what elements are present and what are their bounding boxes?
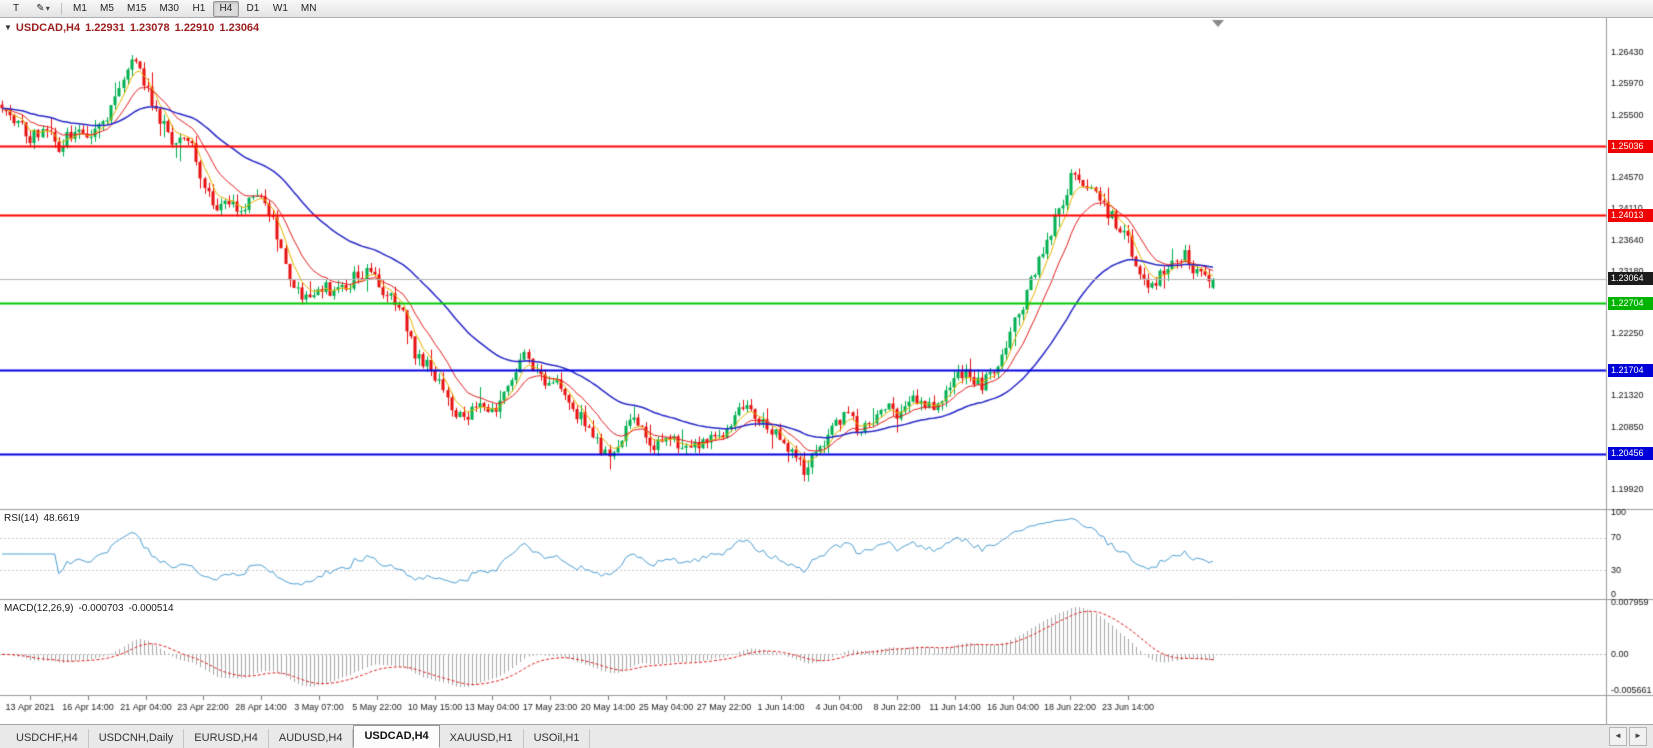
chart-tab-eurusd[interactable]: EURUSD,H4	[184, 729, 269, 748]
chart-area: ▼ USDCAD,H4 1.22931 1.23078 1.22910 1.23064 R…	[0, 18, 1653, 724]
tab-scroll-left-button[interactable]: ◄	[1609, 727, 1627, 746]
chart-tab-usdcad[interactable]: USDCAD,H4	[353, 725, 440, 748]
drawing-tool-button[interactable]: ✎▾	[30, 1, 56, 17]
chart-tab-usdchf[interactable]: USDCHF,H4	[6, 729, 89, 748]
timeframe-button-m15[interactable]: M15	[127, 2, 147, 14]
text-tool-button[interactable]: T	[12, 2, 20, 14]
chart-tabs: USDCHF,H4 USDCNH,Daily EURUSD,H4 AUDUSD,H4 U…	[6, 725, 591, 748]
toolbar-separator	[61, 2, 62, 15]
timeframe-button-m1[interactable]: M1	[73, 2, 87, 14]
timeframe-button-h1[interactable]: H1	[192, 2, 206, 14]
pen-icon: ✎	[36, 2, 45, 14]
chart-tab-xauusd[interactable]: XAUUSD,H1	[440, 729, 524, 748]
chart-tab-bar: USDCHF,H4 USDCNH,Daily EURUSD,H4 AUDUSD,H4 U…	[0, 724, 1653, 748]
chart-tab-usoil[interactable]: USOil,H1	[524, 729, 591, 748]
timeframe-button-mn[interactable]: MN	[300, 2, 317, 14]
timeframe-button-d1[interactable]: D1	[246, 2, 260, 14]
chart-tab-audusd[interactable]: AUDUSD,H4	[269, 729, 354, 748]
timeframe-button-w1[interactable]: W1	[272, 2, 288, 14]
top-toolbar: T ✎▾ M1 M5 M15 M30 H1 H4 D1 W1 MN	[0, 0, 1653, 18]
timeframe-buttons: M1 M5 M15 M30 H1 H4 D1 W1 MN	[67, 0, 322, 17]
chart-tab-usdcnh[interactable]: USDCNH,Daily	[89, 729, 185, 748]
timeframe-button-m5[interactable]: M5	[100, 2, 114, 14]
timeframe-button-h4[interactable]: H4	[212, 0, 239, 17]
dropdown-arrow-icon: ▾	[45, 3, 50, 13]
chart-canvas[interactable]	[0, 18, 1653, 724]
tab-scroll-right-button[interactable]: ►	[1629, 727, 1647, 746]
timeframe-button-m30[interactable]: M30	[159, 2, 179, 14]
